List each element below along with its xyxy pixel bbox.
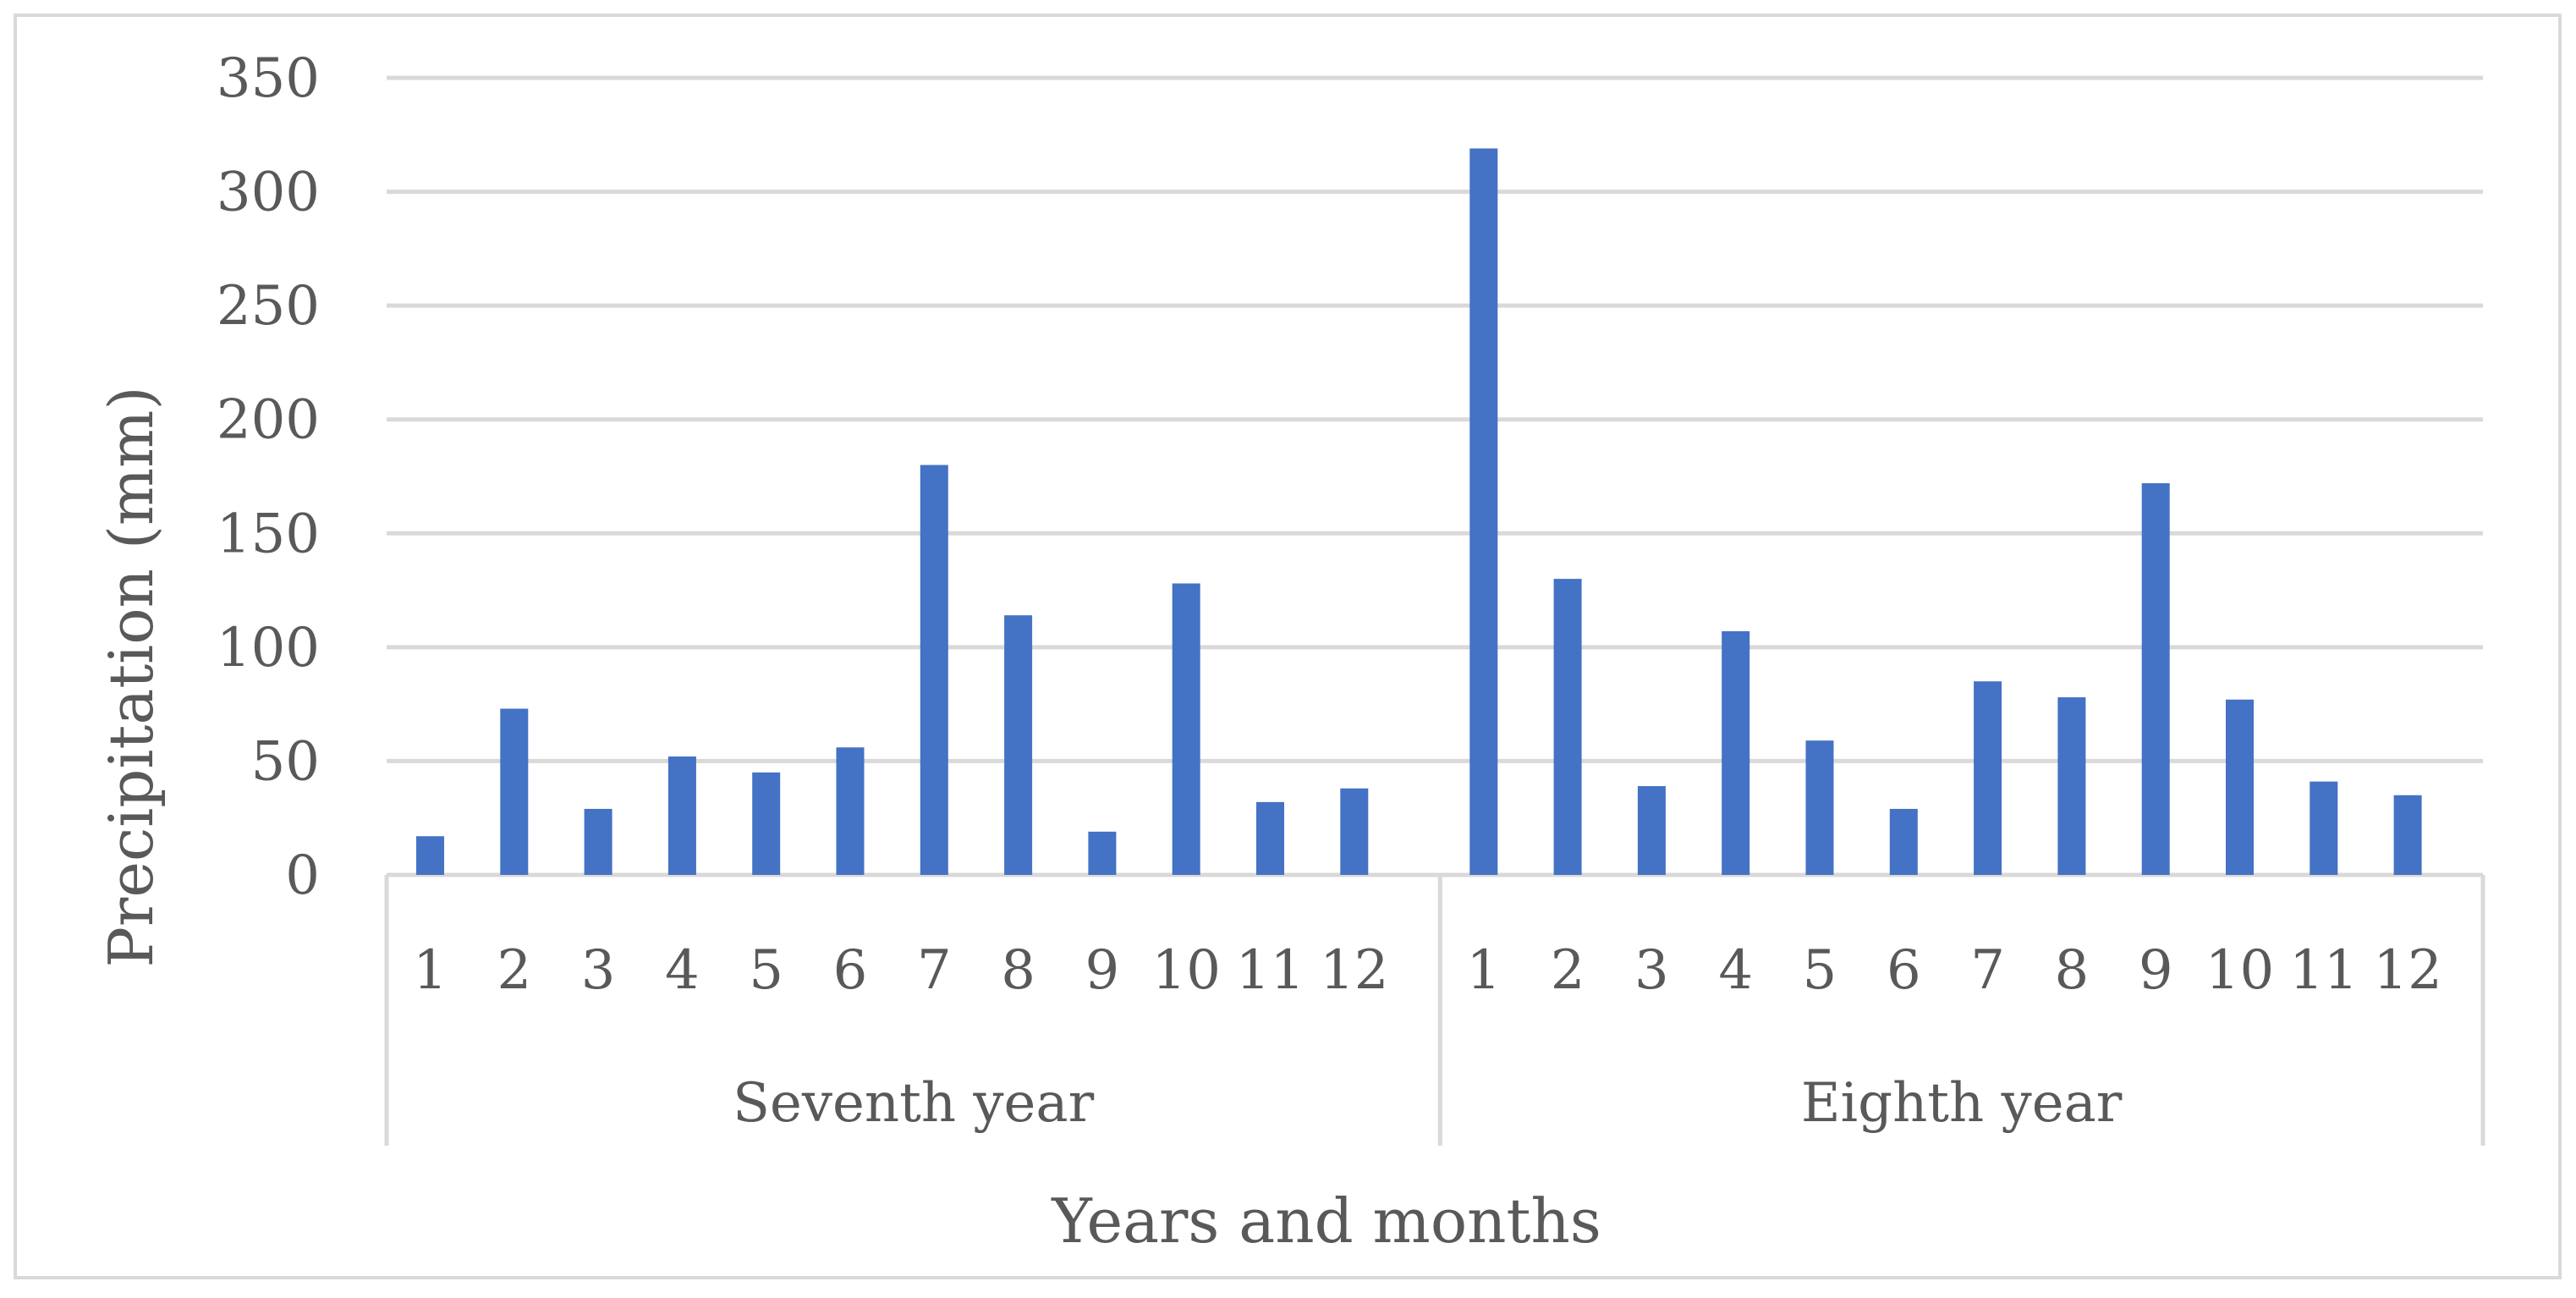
y-tick-label: 50	[251, 730, 320, 793]
bar	[1256, 801, 1284, 875]
x-tick-label: 9	[2139, 939, 2173, 1002]
x-tick-label: 12	[2373, 939, 2441, 1002]
y-tick-label: 350	[217, 47, 320, 110]
x-tick-label: 8	[2055, 939, 2090, 1002]
bar	[920, 465, 948, 875]
bar	[667, 756, 696, 875]
gridlines	[387, 75, 2483, 763]
y-tick-label: 250	[217, 275, 320, 338]
x-tick-label: 12	[1320, 939, 1388, 1002]
x-tick-label: 6	[833, 939, 868, 1002]
x-tick-label: 4	[1718, 939, 1753, 1002]
x-tick-label: 9	[1085, 939, 1120, 1002]
x-tick-label: 1	[1466, 939, 1501, 1002]
x-tick-label: 8	[1001, 939, 1035, 1002]
bar	[836, 747, 865, 875]
bar	[1974, 681, 2002, 875]
y-tick-label: 150	[217, 503, 320, 565]
bar	[1469, 148, 1498, 876]
x-tick-label: 7	[917, 939, 952, 1002]
bar	[2141, 483, 2170, 875]
x-tick-label: 11	[1236, 939, 1304, 1002]
bar	[584, 808, 612, 875]
y-axis-label: Precipitation (mm)	[96, 386, 167, 967]
bar	[1172, 583, 1200, 875]
bar	[1637, 786, 1666, 875]
x-tick-label: 3	[1634, 939, 1669, 1002]
x-tick-label: 2	[1551, 939, 1585, 1002]
x-tick-label: 7	[1970, 939, 2005, 1002]
x-tick-label: 6	[1887, 939, 1921, 1002]
y-tick-label: 100	[217, 617, 320, 679]
bar	[752, 772, 781, 875]
bar	[2393, 795, 2422, 875]
bar	[2310, 781, 2338, 875]
x-tick-label: 5	[1803, 939, 1837, 1002]
y-tick-label: 300	[217, 162, 320, 224]
bars	[416, 148, 2422, 876]
y-tick-label: 0	[285, 844, 320, 907]
x-tick-label: 11	[2289, 939, 2358, 1002]
bar	[1004, 615, 1033, 875]
bar	[1340, 788, 1369, 875]
axes	[384, 872, 2485, 1146]
group-label: Seventh year	[733, 1072, 1094, 1135]
bar	[500, 708, 529, 875]
bar	[2226, 699, 2254, 875]
bar	[1889, 808, 1918, 875]
bar	[1805, 740, 1834, 875]
x-tick-label: 1	[413, 939, 448, 1002]
bar	[1553, 579, 1582, 875]
x-tick-label: 3	[581, 939, 616, 1002]
x-tick-label: 10	[2205, 939, 2274, 1002]
x-tick-label: 10	[1151, 939, 1220, 1002]
bar	[1722, 631, 1750, 875]
bar	[1088, 831, 1117, 875]
group-label: Eighth year	[1801, 1072, 2123, 1135]
x-tick-label: 4	[665, 939, 700, 1002]
bar	[2057, 697, 2086, 875]
x-tick-label: 2	[497, 939, 531, 1002]
x-axis-label: Years and months	[1051, 1185, 1601, 1257]
x-tick-label: 5	[749, 939, 783, 1002]
bar	[416, 836, 444, 875]
y-tick-label: 200	[217, 389, 320, 452]
